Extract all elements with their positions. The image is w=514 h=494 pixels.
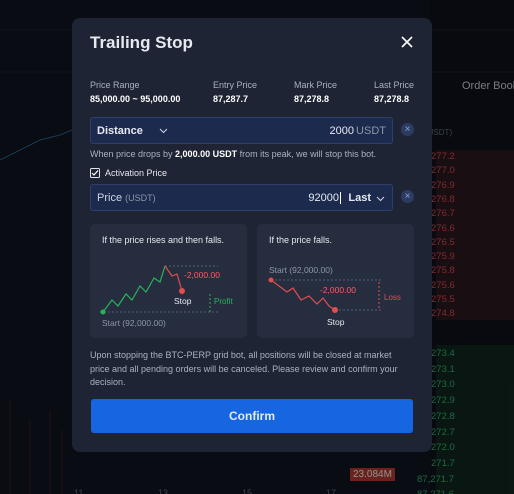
stop-label: Stop	[174, 296, 192, 306]
bid-price: 272.8	[431, 410, 455, 422]
bid-price: 273.0	[431, 379, 455, 391]
bid-price: 273.4	[431, 348, 455, 359]
info-label: Entry Price	[213, 80, 258, 90]
confirm-button[interactable]: Confirm	[91, 399, 413, 433]
note-suffix: from its peak, we will stop this bot.	[237, 149, 377, 159]
close-button[interactable]	[401, 36, 413, 48]
ask-price: 275.8	[431, 265, 455, 277]
price-unit: (USDT)	[125, 193, 156, 203]
bid-price: 273.1	[431, 363, 455, 375]
ask-price: 275.9	[431, 251, 455, 263]
ask-price: 277.2	[431, 151, 455, 162]
ask-price: 276.9	[431, 179, 455, 191]
activation-checkbox[interactable]	[90, 168, 100, 178]
price-label: Price (USDT)	[97, 192, 156, 204]
clear-distance[interactable]: ×	[401, 123, 414, 136]
info-label: Last Price	[374, 80, 415, 90]
clear-price[interactable]: ×	[401, 190, 414, 203]
order-book-title[interactable]: Order Book	[462, 80, 514, 92]
ask-price: 276.8	[431, 193, 455, 205]
bid-price: 272.9	[431, 395, 455, 407]
distance-input[interactable]: Distance 2000 USDT	[90, 117, 393, 144]
ask-price: 276.6	[431, 222, 455, 234]
bid-price: 272.0	[431, 442, 455, 454]
x-axis-label: 15	[242, 488, 253, 494]
scenario-card: If the price falls. Start (92,000.00) -2…	[257, 224, 414, 338]
info-label: Price Range	[90, 80, 140, 90]
bid-price: 272.7	[431, 426, 455, 438]
activation-label: Activation Price	[105, 168, 168, 178]
price-label-text: Price	[97, 192, 123, 204]
card-chart	[268, 277, 383, 313]
bid-price: 87,271.6	[417, 489, 454, 494]
x-axis-label: 13	[158, 488, 169, 494]
price-value: 92000	[308, 192, 341, 204]
ask-price: 275.5	[431, 294, 455, 305]
card-chart	[100, 265, 218, 315]
card-title: If the price rises and then falls.	[102, 235, 225, 245]
start-label: Start (92,000.00)	[102, 318, 166, 328]
info-value: 85,000.00 ~ 95,000.00	[90, 94, 181, 104]
info-label: Mark Price	[294, 80, 338, 90]
order-book-unit: (USDT)	[425, 128, 453, 137]
distance-value: 2000	[329, 125, 354, 137]
ask-price: 276.7	[431, 208, 455, 220]
note-prefix: When price drops by	[90, 149, 176, 159]
loss-label: Loss	[384, 293, 401, 302]
x-axis-label: 11	[74, 488, 84, 494]
dialog-title: Trailing Stop	[90, 33, 193, 52]
dialog: Trailing Stop Price Range 85,000.00 ~ 95,…	[72, 18, 432, 452]
info-value: 87,287.7	[213, 94, 249, 104]
x-axis-label: 17	[326, 488, 337, 494]
info-value: 87,278.8	[294, 94, 330, 104]
ask-price: 275.6	[431, 279, 455, 291]
dropdown-icon[interactable]	[376, 196, 385, 202]
ask-price: 277.0	[431, 165, 455, 177]
ask-price: 274.8	[431, 308, 455, 320]
warning-text: Upon stopping the BTC-PERP grid bot, all…	[90, 350, 398, 387]
volume-label: 23.084M	[350, 468, 395, 481]
note-amount: 2,000.00 USDT	[175, 149, 238, 159]
info-value: 87,278.8	[374, 94, 410, 104]
drop-label: -2,000.00	[320, 285, 356, 295]
drop-label: -2,000.00	[184, 270, 220, 280]
stop-label: Stop	[327, 317, 345, 327]
distance-unit: USDT	[356, 125, 386, 137]
price-input[interactable]: Price (USDT) 92000 Last	[90, 184, 393, 211]
start-label: Start (92,000.00)	[269, 265, 333, 275]
ask-price: 276.5	[431, 236, 455, 248]
note: When price drops by 2,000.00 USDT from i…	[90, 149, 376, 159]
distance-label: Distance	[97, 125, 143, 137]
profit-label: Profit	[214, 297, 233, 306]
dropdown-icon[interactable]	[159, 128, 168, 134]
card-title: If the price falls.	[269, 235, 333, 245]
scenario-card: If the price rises and then falls. -2,00…	[90, 224, 247, 338]
bid-price: 87,271.7	[417, 473, 454, 485]
bid-price: 271.7	[431, 457, 455, 469]
price-source[interactable]: Last	[348, 192, 371, 204]
